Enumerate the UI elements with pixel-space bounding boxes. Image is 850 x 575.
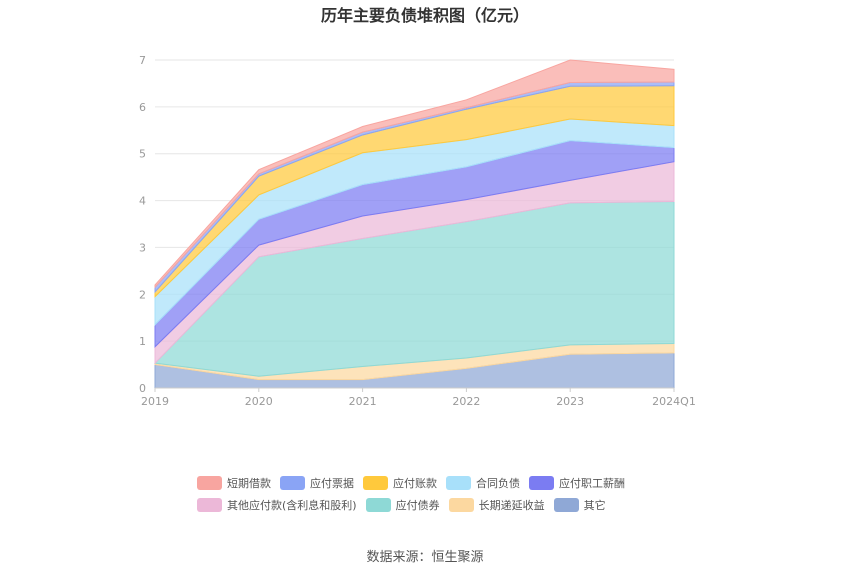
legend-item[interactable]: 应付账款 <box>363 475 437 491</box>
chart-title: 历年主要负债堆积图（亿元） <box>320 6 529 25</box>
legend-row: 其他应付款(含利息和股利) 应付债券 长期递延收益 其它 <box>197 494 677 516</box>
legend-item[interactable]: 应付职工薪酬 <box>529 475 625 491</box>
legend-row: 短期借款 应付票据 应付账款 合同负债 应付职工薪酬 <box>197 472 677 494</box>
legend-swatch <box>446 476 471 490</box>
legend-item[interactable]: 长期递延收益 <box>448 497 545 513</box>
y-tick-label: 4 <box>139 195 146 208</box>
y-tick-label: 6 <box>139 101 146 114</box>
axes: 0 1 2 3 4 5 6 7 2019 2020 2021 2022 2023 2024Q1 <box>139 54 696 408</box>
data-source: 数据来源：恒生聚源 <box>366 550 484 565</box>
area-series <box>153 59 675 389</box>
y-tick-label: 3 <box>139 241 146 254</box>
legend-label: 应付债券 <box>395 499 440 512</box>
legend: 短期借款 应付票据 应付账款 合同负债 应付职工薪酬其他应付款(含利息和股利) 应付债券 长… <box>197 472 677 516</box>
legend-item[interactable]: 其它 <box>553 497 606 513</box>
legend-item[interactable]: 合同负债 <box>446 475 520 491</box>
legend-swatch <box>280 476 305 490</box>
legend-label: 应付账款 <box>393 477 437 490</box>
legend-label: 合同负债 <box>476 477 520 490</box>
legend-swatch <box>448 498 474 512</box>
legend-swatch <box>197 476 222 490</box>
legend-label: 长期递延收益 <box>478 499 545 512</box>
x-tick-label: 2024Q1 <box>652 395 696 408</box>
y-tick-label: 5 <box>139 148 146 161</box>
legend-label: 应付职工薪酬 <box>559 477 625 490</box>
y-tick-label: 0 <box>139 382 146 395</box>
y-tick-label: 1 <box>139 335 146 348</box>
legend-item[interactable]: 应付票据 <box>280 475 354 491</box>
legend-label: 应付票据 <box>310 477 354 490</box>
y-tick-label: 2 <box>139 288 146 301</box>
x-tick-label: 2020 <box>245 395 273 408</box>
x-tick-label: 2023 <box>556 395 584 408</box>
x-tick-label: 2022 <box>452 395 480 408</box>
legend-item[interactable]: 其他应付款(含利息和股利) <box>197 497 357 513</box>
legend-swatch <box>197 498 222 512</box>
y-tick-label: 7 <box>139 54 146 67</box>
legend-item[interactable]: 短期借款 <box>197 475 271 491</box>
x-tick-label: 2021 <box>349 395 377 408</box>
legend-swatch <box>553 498 579 512</box>
x-tick-label: 2019 <box>141 395 169 408</box>
legend-label: 短期借款 <box>227 477 271 490</box>
legend-swatch <box>363 476 388 490</box>
legend-item[interactable]: 应付债券 <box>365 497 440 513</box>
legend-label: 其它 <box>583 499 606 512</box>
legend-swatch <box>365 498 391 512</box>
area-series-8 <box>154 59 675 289</box>
legend-label: 其他应付款(含利息和股利) <box>227 499 357 512</box>
legend-swatch <box>529 476 554 490</box>
